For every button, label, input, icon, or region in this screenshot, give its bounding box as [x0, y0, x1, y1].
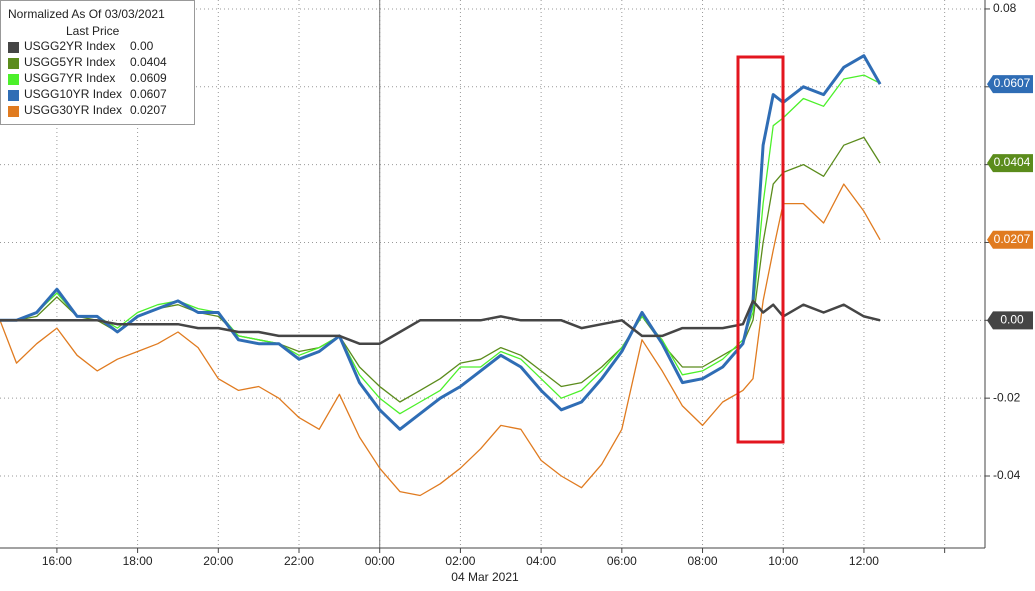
badge-label: 0.0607: [994, 76, 1031, 90]
axes: -0.04-0.0200.020.040.060.0816:0018:0020:…: [42, 1, 1033, 568]
x-tick-label: 02:00: [445, 554, 475, 568]
highlight-box: [736, 55, 785, 444]
legend-swatch: [8, 74, 19, 85]
badge: [987, 75, 1033, 94]
x-axis-label: 04 Mar 2021: [451, 570, 519, 584]
y-tick-label: -0.02: [993, 390, 1021, 404]
badge-label: 0.0404: [994, 155, 1031, 169]
legend-swatch: [8, 42, 19, 53]
x-tick-label: 20:00: [203, 554, 233, 568]
legend-value: 0.0207: [130, 103, 167, 117]
badge-label: 0.0207: [994, 232, 1031, 246]
legend-label: USGG7YR Index: [24, 71, 115, 85]
series-line: [0, 183, 881, 497]
x-tick-label: 12:00: [849, 554, 879, 568]
y-tick-label: 0.08: [993, 1, 1017, 15]
legend-swatch: [8, 90, 19, 101]
legend-box: [0, 0, 195, 125]
series-lines: [0, 54, 882, 497]
x-tick-label: 08:00: [688, 554, 718, 568]
series-line: [0, 54, 882, 431]
y-tick-label: -0.04: [993, 468, 1021, 482]
badge: [987, 311, 1033, 330]
x-tick-label: 06:00: [607, 554, 637, 568]
legend-label: USGG10YR Index: [24, 87, 122, 101]
legend-swatch: [8, 58, 19, 69]
x-tick-label: 04:00: [526, 554, 556, 568]
series-line: [0, 74, 881, 415]
x-tick-label: 10:00: [768, 554, 798, 568]
legend-subtitle: Last Price: [66, 24, 120, 38]
x-tick-label: 22:00: [284, 554, 314, 568]
x-tick-label: 16:00: [42, 554, 72, 568]
legend-swatch: [8, 106, 19, 117]
badge-label: 0.00: [1000, 312, 1024, 326]
badge: [987, 154, 1033, 173]
badge: [987, 230, 1033, 249]
x-tick-label: 00:00: [365, 554, 395, 568]
x-tick-label: 18:00: [123, 554, 153, 568]
legend-title: Normalized As Of 03/03/2021: [8, 7, 165, 21]
legend-label: USGG2YR Index: [24, 39, 115, 53]
legend-value: 0.0607: [130, 87, 167, 101]
grid: [0, 0, 985, 548]
series-line: [0, 299, 881, 345]
legend-value: 0.0609: [130, 71, 167, 85]
legend-label: USGG5YR Index: [24, 55, 115, 69]
legend-value: 0.0404: [130, 55, 167, 69]
legend: Normalized As Of 03/03/2021 Last Price U…: [0, 0, 195, 125]
legend-value: 0.00: [130, 39, 154, 53]
legend-label: USGG30YR Index: [24, 103, 122, 117]
